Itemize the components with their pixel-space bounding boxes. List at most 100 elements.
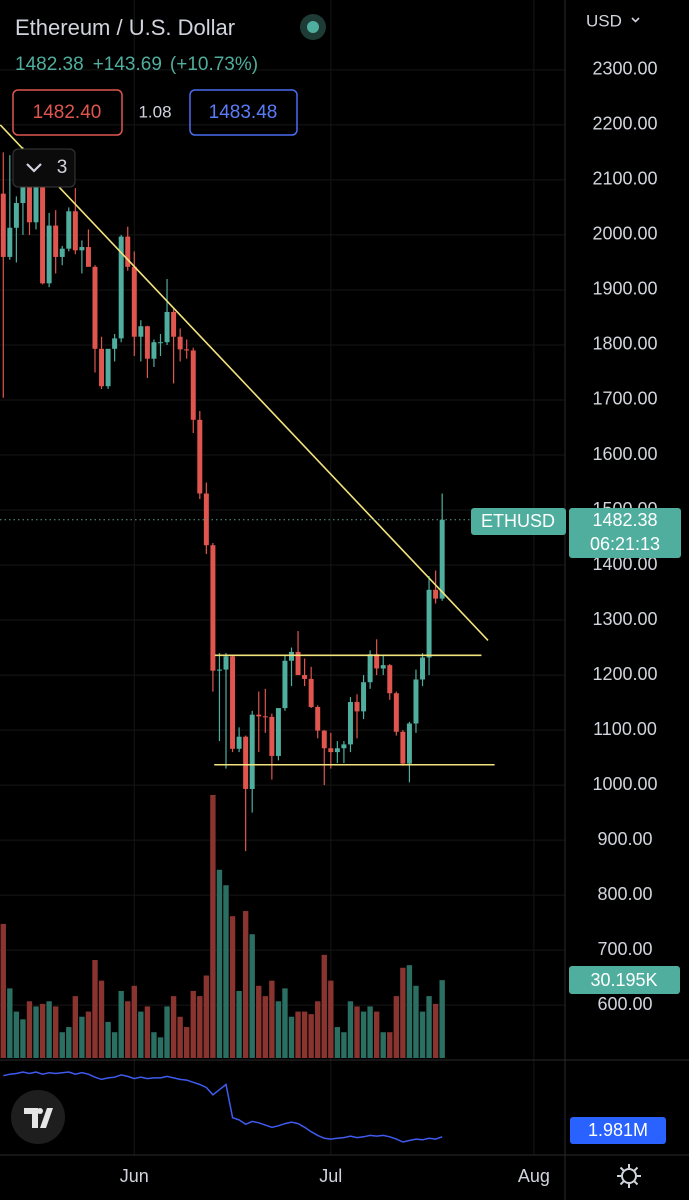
settings-icon[interactable]: [617, 1164, 641, 1188]
candle-body: [151, 342, 157, 359]
symbol-label: ETHUSD: [481, 511, 555, 531]
candle-body: [243, 736, 249, 789]
candle-body: [85, 247, 91, 267]
candle-body: [380, 665, 386, 669]
volume-bar: [118, 990, 124, 1058]
volume-bar: [111, 1032, 118, 1058]
volume-bar: [413, 985, 419, 1058]
market-status-dot: [307, 21, 319, 33]
volume-bar: [426, 996, 432, 1058]
candle-body: [125, 236, 131, 267]
volume-bar: [184, 1027, 190, 1058]
candle-body: [216, 669, 222, 671]
y-tick-label: 2300.00: [592, 59, 657, 79]
settings-gear: [621, 1168, 637, 1184]
candle-body: [184, 349, 190, 351]
indicators-toggle[interactable]: [12, 148, 76, 188]
candle-body: [53, 225, 59, 257]
candle-body: [26, 155, 32, 223]
y-tick-label: 900.00: [597, 829, 652, 849]
candle-body: [433, 589, 439, 599]
volume-bar: [419, 1011, 426, 1058]
candle-body: [341, 744, 347, 749]
y-tick-label: 1800.00: [592, 334, 657, 354]
volume-bar: [354, 1006, 360, 1058]
candle-body: [210, 545, 216, 671]
volume-bar: [282, 988, 288, 1058]
volume-bar: [210, 795, 216, 1058]
volume-bar: [0, 923, 6, 1058]
candle-body: [361, 682, 367, 712]
candle-body: [105, 348, 111, 387]
y-tick-label: 600.00: [597, 994, 652, 1014]
volume-bar: [229, 916, 236, 1058]
price-tag-label: 1482.38: [592, 510, 657, 530]
candle-body: [0, 193, 6, 257]
candle-body: [197, 419, 203, 494]
volume-bar: [295, 1011, 301, 1058]
volume-bar: [52, 1006, 59, 1058]
volume-bar: [66, 1027, 72, 1058]
candle-body: [256, 714, 262, 717]
volume-bar: [373, 1011, 380, 1058]
sell-button[interactable]: [12, 89, 123, 136]
candle-body: [400, 731, 406, 764]
y-tick-label: 700.00: [597, 939, 652, 959]
candle-body: [426, 589, 432, 658]
volume-bar: [223, 885, 229, 1058]
y-tick-label: 800.00: [597, 884, 652, 904]
volume-bar: [125, 1001, 131, 1058]
ask-price: 1483.48: [209, 102, 278, 123]
volume-bar: [39, 1003, 46, 1058]
volume-bar: [164, 1006, 170, 1058]
candle-body: [289, 651, 294, 661]
change-percent: (+10.73%): [170, 54, 258, 75]
volume-bar: [393, 996, 400, 1058]
indicators-count: 3: [57, 157, 68, 178]
volume-bar: [216, 869, 223, 1058]
volume-bar: [105, 1021, 111, 1058]
change: +143.69: [93, 54, 162, 75]
candle-body: [439, 519, 445, 599]
volume-bar: [20, 1019, 26, 1058]
candle-body: [302, 675, 308, 679]
candle-body: [367, 654, 373, 683]
candle-body: [144, 326, 150, 359]
volume-bar: [269, 980, 275, 1058]
volume-bar: [85, 1011, 92, 1058]
volume-bar: [79, 1016, 85, 1058]
candle-body: [406, 723, 412, 764]
candle-body: [131, 266, 137, 337]
y-tick-label: 1000.00: [592, 774, 657, 794]
volume-bar: [46, 1001, 52, 1058]
buy-button[interactable]: [189, 89, 298, 136]
y-tick-label: 1300.00: [592, 609, 657, 629]
volume-bar: [275, 1001, 282, 1058]
y-tick-label: 1100.00: [593, 719, 657, 739]
candle-body: [321, 730, 327, 749]
spread: 1.08: [138, 102, 171, 121]
volume-bar: [72, 996, 79, 1058]
volume-bar: [334, 1027, 341, 1058]
volume-bar: [249, 934, 255, 1058]
symbol-tag: [471, 508, 566, 535]
volume-bar: [242, 911, 249, 1058]
candle-body: [262, 716, 268, 718]
candle-body: [66, 211, 72, 249]
volume-bar: [328, 980, 334, 1058]
volume-bar: [177, 1016, 183, 1058]
countdown-label: 06:21:13: [590, 534, 660, 554]
candle-body: [420, 657, 426, 680]
logo-dot: [37, 1108, 43, 1114]
volume-bar: [256, 985, 262, 1058]
currency[interactable]: USD: [586, 11, 622, 30]
obv-line: [3, 1071, 443, 1143]
logo-mark: [24, 1108, 53, 1128]
candle-body: [158, 342, 163, 344]
volume-bar: [387, 1032, 393, 1058]
volume-bar: [190, 990, 196, 1058]
volume-bar: [406, 965, 413, 1058]
volume-bar: [367, 1006, 373, 1058]
